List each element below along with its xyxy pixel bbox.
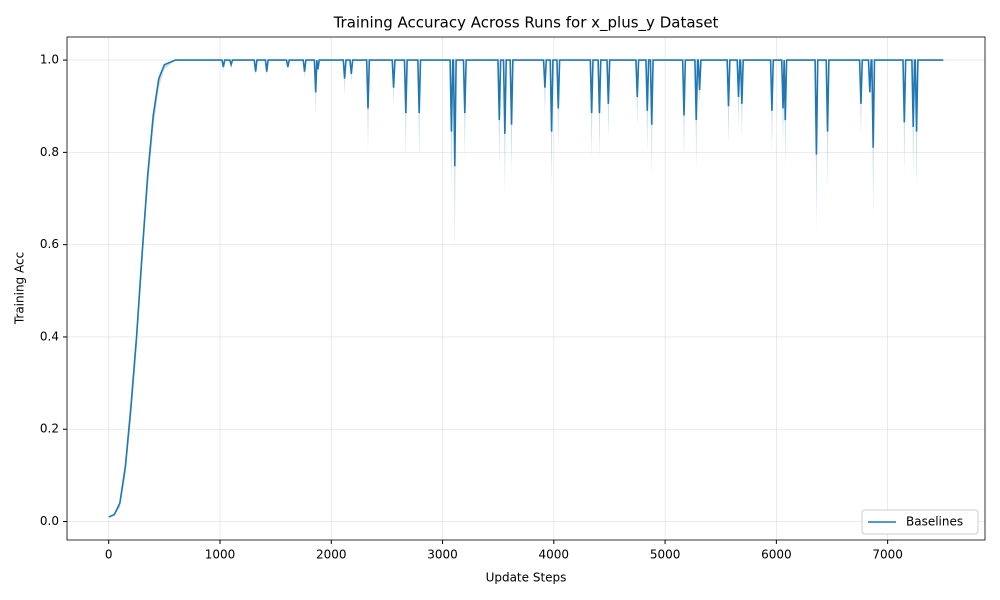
band	[108, 60, 944, 517]
y-tick-label: 0.4	[40, 329, 59, 343]
y-tick-label: 1.0	[40, 53, 59, 67]
y-axis-label: Training Acc	[13, 252, 27, 325]
y-tick-label: 0.8	[40, 145, 59, 159]
x-tick-label: 3000	[427, 548, 458, 562]
y-tick-label: 0.2	[40, 422, 59, 436]
x-tick-label: 7000	[872, 548, 903, 562]
line	[108, 59, 944, 518]
y-tick-label: 0.0	[40, 514, 59, 528]
x-tick-label: 6000	[761, 548, 792, 562]
x-tick-label: 1000	[205, 548, 236, 562]
y-tick-label: 0.6	[40, 237, 59, 251]
x-tick-label: 5000	[650, 548, 681, 562]
x-tick-label: 0	[105, 548, 113, 562]
x-tick-label: 2000	[316, 548, 347, 562]
x-axis-label: Update Steps	[486, 571, 567, 585]
x-tick-label: 4000	[539, 548, 570, 562]
legend-label: Baselines	[906, 515, 963, 529]
legend	[861, 509, 979, 535]
axes-frame	[66, 36, 986, 541]
chart-title: Training Accuracy Across Runs for x_plus…	[333, 14, 719, 33]
